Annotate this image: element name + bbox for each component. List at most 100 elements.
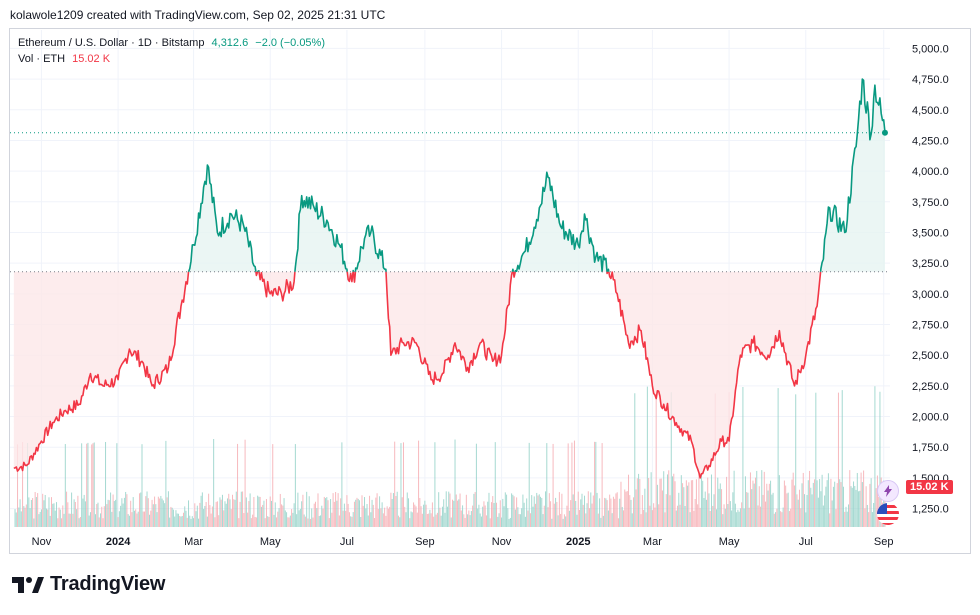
volume-bar (875, 488, 877, 527)
volume-bar (830, 478, 832, 527)
volume-bar (203, 508, 205, 527)
volume-bar (298, 510, 300, 527)
volume-bar (170, 506, 172, 527)
y-tick-label: 1,250.0 (912, 504, 949, 516)
volume-bar (567, 443, 569, 527)
volume-bar (390, 492, 392, 527)
symbol-title[interactable]: Ethereum / U.S. Dollar · 1D · Bitstamp (18, 37, 205, 49)
volume-bar (611, 513, 613, 527)
volume-bar (724, 508, 726, 527)
volume-bar (97, 502, 99, 527)
volume-bar (860, 472, 862, 527)
volume-bar (870, 478, 872, 527)
volume-bar (132, 497, 134, 527)
x-tick-label: 2024 (106, 536, 131, 548)
y-tick-label: 5,000.0 (912, 43, 949, 55)
volume-bar (191, 516, 193, 527)
volume-bar (439, 507, 441, 527)
volume-bar (765, 501, 767, 527)
volume-bar (649, 505, 651, 527)
volume-bar (381, 502, 383, 527)
volume-bar (489, 518, 491, 527)
bolt-icon[interactable] (877, 480, 899, 502)
volume-bar (245, 497, 247, 527)
volume-bar (108, 500, 110, 527)
volume-bar (527, 510, 529, 527)
volume-bar (460, 510, 462, 527)
volume-bar (351, 516, 353, 527)
volume-bar (196, 505, 198, 527)
volume-bar (201, 492, 203, 527)
price-axis: 5,000.0 4,750.0 4,500.0 4,250.0 4,000.0 3,750… (912, 43, 949, 515)
volume-bar (372, 504, 374, 527)
volume-bar (438, 492, 440, 527)
volume-bar (768, 483, 770, 527)
volume-bar (503, 506, 505, 527)
volume-bar (404, 506, 406, 527)
volume-bar (659, 478, 661, 527)
volume-bar (38, 514, 40, 527)
volume-bar (457, 500, 459, 527)
tradingview-logo[interactable]: TradingView (12, 573, 165, 596)
volume-bar (876, 475, 878, 527)
volume-bar (180, 516, 182, 527)
us-flag-icon[interactable] (877, 503, 899, 525)
volume-bar (56, 502, 58, 527)
volume-bar (605, 498, 607, 527)
volume-bar (149, 514, 151, 527)
volume-bar (150, 510, 152, 527)
volume-bar (401, 497, 403, 527)
volume-bar (543, 505, 545, 527)
volume-bar (154, 496, 156, 527)
volume-bar (678, 492, 680, 527)
volume-bar (683, 487, 685, 527)
volume-bar (661, 490, 663, 527)
volume-label[interactable]: Vol · ETH (18, 53, 66, 65)
volume-bar (812, 482, 814, 527)
volume-bar (587, 491, 589, 527)
volume-bar (49, 515, 51, 527)
volume-bar (307, 518, 309, 527)
volume-bar (237, 443, 239, 527)
x-tick-label: Nov (492, 536, 512, 548)
volume-bar (382, 513, 384, 527)
volume-bar (732, 492, 734, 527)
volume-bar (626, 491, 628, 527)
volume-bar (419, 497, 421, 527)
volume-bar (47, 509, 49, 527)
volume-bar (651, 510, 653, 527)
price-line-down (512, 271, 516, 278)
volume-bar (116, 443, 118, 527)
volume-bar (577, 491, 579, 527)
volume-bar (767, 490, 769, 527)
volume-bar (726, 476, 728, 527)
volume-bar (483, 501, 485, 527)
volume-bar (473, 493, 475, 527)
volume-bar (835, 509, 837, 527)
volume-bar (436, 512, 438, 527)
volume-bar (50, 497, 52, 527)
volume-bar (33, 518, 35, 527)
volume-bar (480, 516, 482, 527)
volume-bar (538, 494, 540, 527)
volume-bar (821, 474, 823, 527)
volume-bar (863, 470, 865, 527)
volume-bar (710, 474, 712, 527)
volume-bar (504, 492, 506, 527)
volume-bar (772, 492, 774, 527)
volume-bar (156, 512, 158, 527)
volume-bar (380, 508, 382, 527)
volume-bar (424, 500, 426, 527)
volume-bar (321, 505, 323, 527)
volume-bar (792, 472, 794, 527)
volume-bar (524, 516, 526, 527)
volume-bar (264, 518, 266, 527)
volume-bar (96, 504, 98, 527)
volume-bar (98, 517, 100, 527)
volume-bar (406, 492, 408, 527)
volume-bar (157, 496, 159, 527)
area-below-baseline (608, 271, 821, 478)
volume-bar (225, 503, 227, 527)
volume-bar (708, 493, 710, 527)
